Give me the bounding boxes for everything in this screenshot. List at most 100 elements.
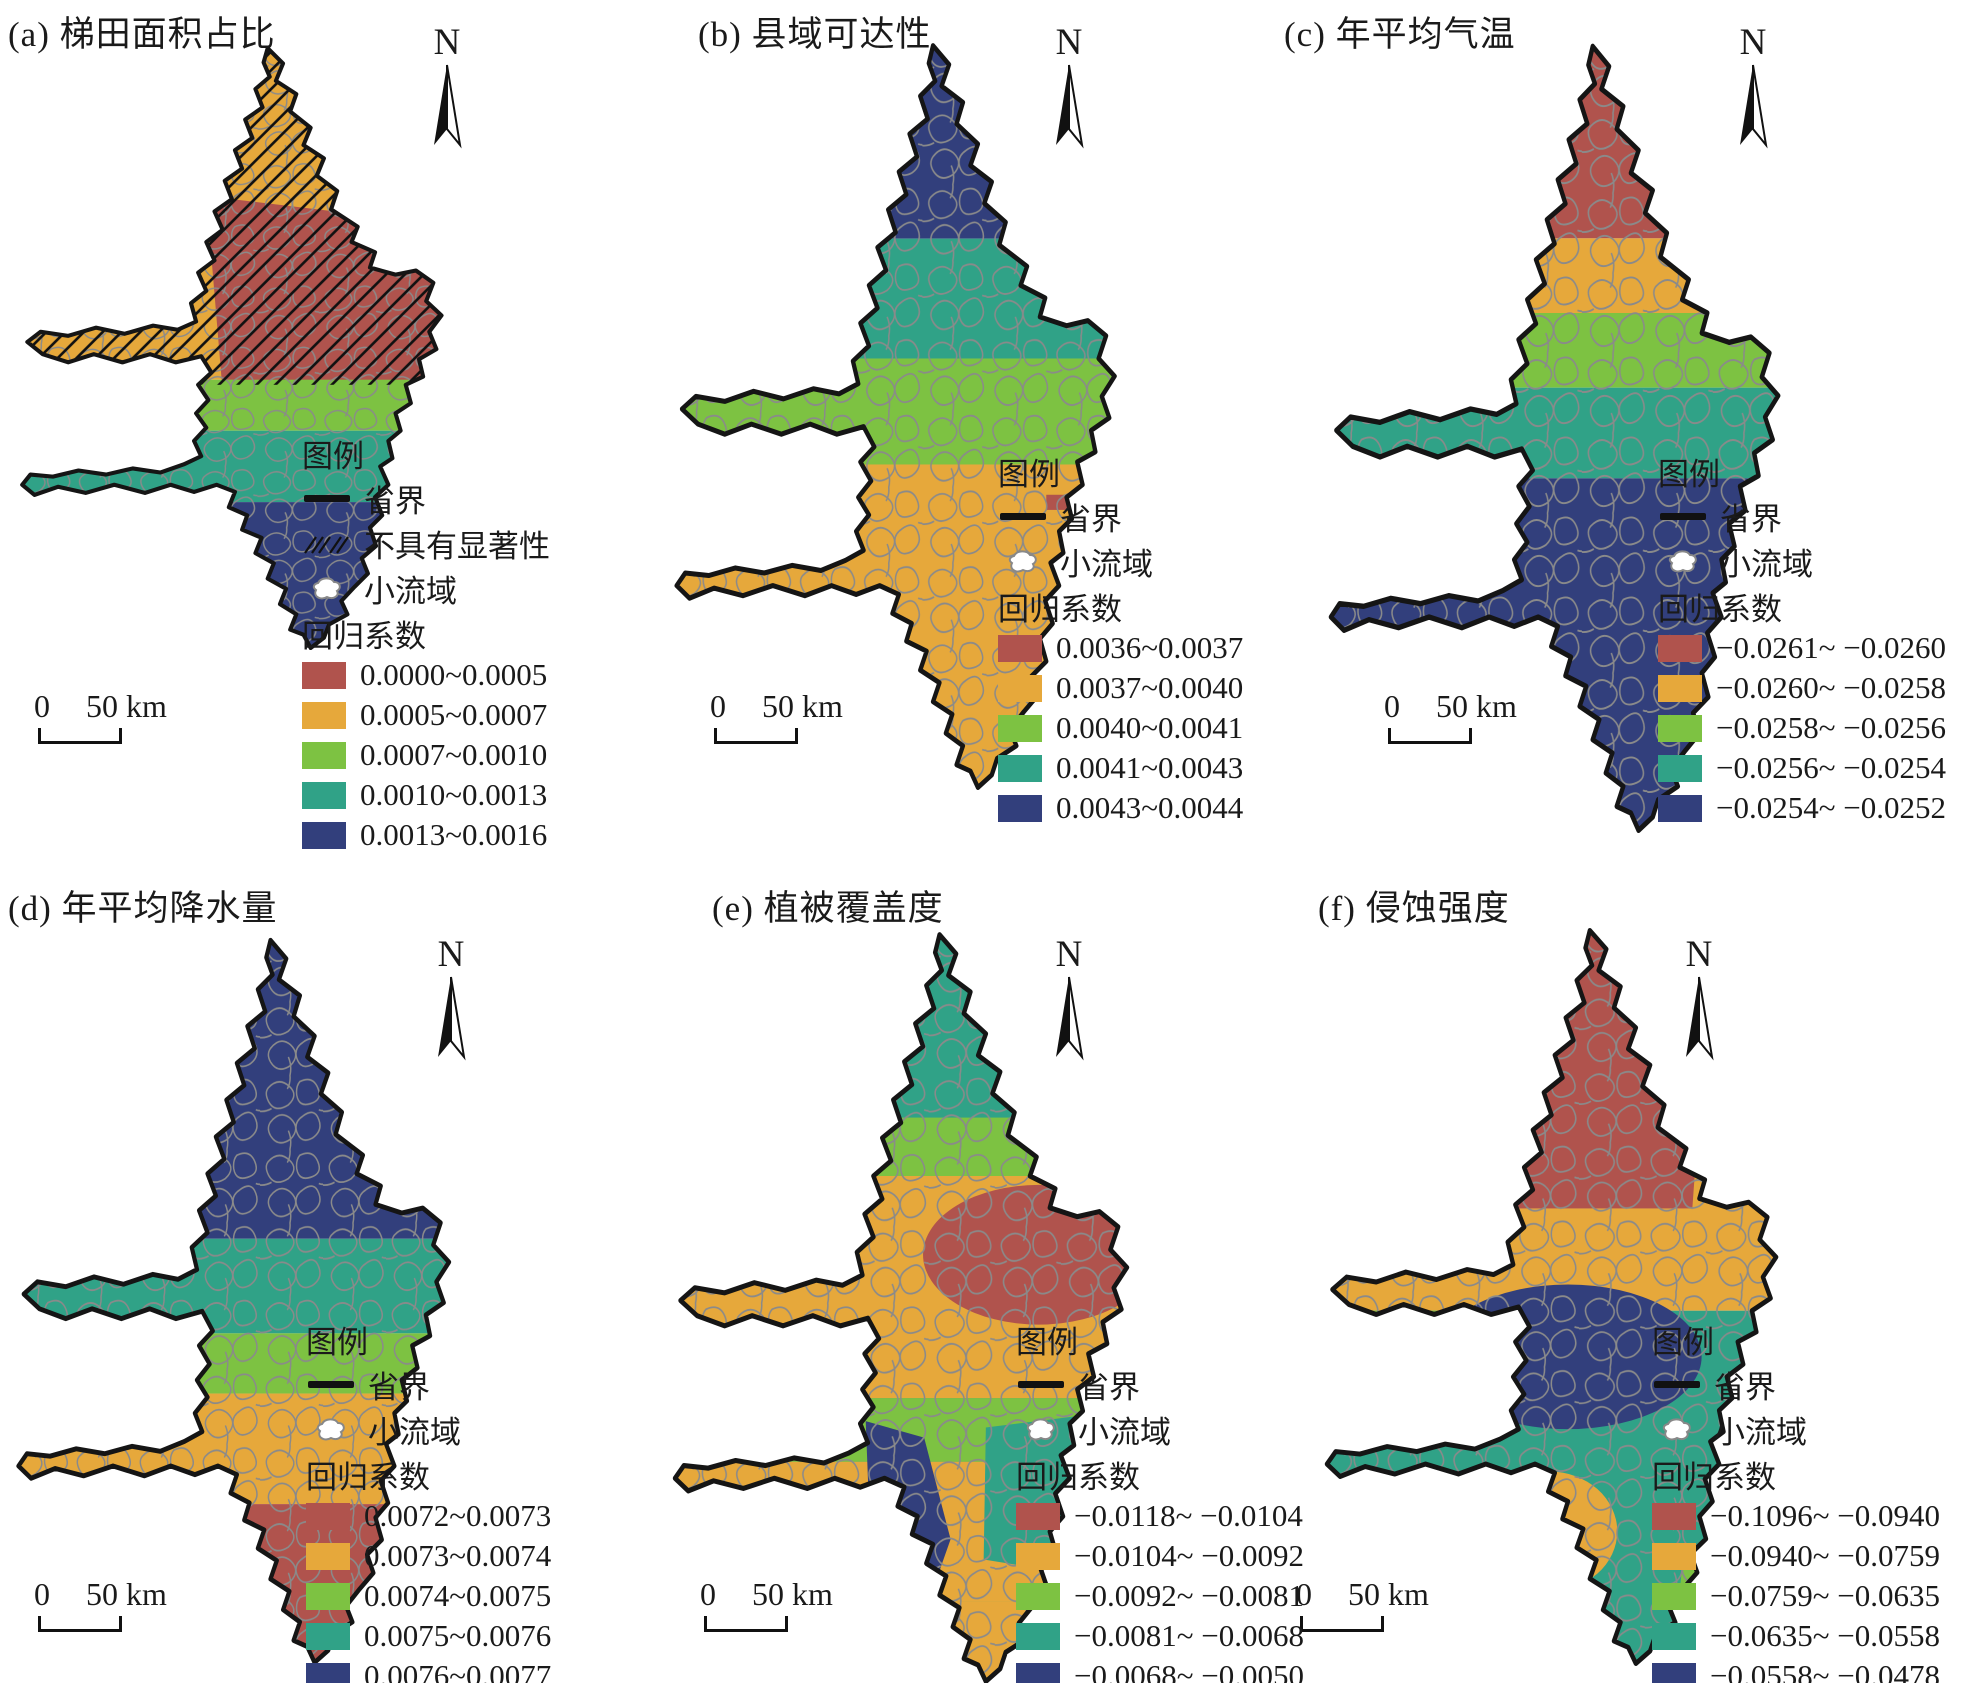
coef-label: 回归系数 — [1658, 591, 1782, 627]
north-label: N — [433, 22, 461, 63]
legend-class-row: 0.0073~0.0074 — [306, 1536, 551, 1576]
scalebar-bracket — [1388, 728, 1472, 744]
north-arrow-icon — [1056, 976, 1084, 1061]
legend-boundary-row: 省界 — [1016, 1362, 1304, 1407]
class-range: 0.0043~0.0044 — [1056, 790, 1244, 825]
legend-title: 图例 — [998, 456, 1060, 492]
class-swatch — [302, 661, 346, 689]
scalebar-max: 50 km — [1436, 688, 1517, 724]
legend-class-row: 0.0010~0.0013 — [302, 775, 550, 815]
legend-title: 图例 — [306, 1324, 368, 1360]
legend-class-row: 0.0040~0.0041 — [998, 708, 1243, 748]
class-swatch — [1658, 754, 1702, 782]
legend-class-row: 0.0072~0.0073 — [306, 1496, 551, 1536]
legend-watershed-row: 小流域 — [306, 1407, 551, 1452]
legend-a: 图例 省界 不具有显著性 小流域 回归系数 0.0000~0.0005 0.00… — [302, 430, 550, 855]
legend-class-row: 0.0074~0.0075 — [306, 1576, 551, 1616]
class-swatch — [998, 754, 1042, 782]
class-swatch — [998, 674, 1042, 702]
legend-d: 图例 省界 小流域 回归系数 0.0072~0.0073 0.0073~0.00… — [306, 1316, 551, 1683]
north-arrow-icon — [1056, 64, 1084, 149]
legend-class-row: −0.0261~ −0.0260 — [1658, 628, 1946, 668]
scalebar-bracket — [1300, 1616, 1384, 1632]
watershed-label: 小流域 — [364, 574, 457, 609]
north-label: N — [437, 934, 465, 975]
legend-class-row: −0.0256~ −0.0254 — [1658, 748, 1946, 788]
legend-class-row: −0.0558~ −0.0478 — [1652, 1656, 1940, 1683]
class-range: −0.0261~ −0.0260 — [1716, 630, 1946, 665]
legend-title: 图例 — [1658, 456, 1720, 492]
class-range: 0.0073~0.0074 — [364, 1538, 552, 1573]
panel-a-title: (a) 梯田面积占比 — [8, 15, 276, 54]
coef-label: 回归系数 — [1016, 1459, 1140, 1495]
class-range: −0.0759~ −0.0635 — [1710, 1578, 1940, 1613]
class-swatch — [1016, 1582, 1060, 1610]
legend-e: 图例 省界 小流域 回归系数 −0.0118~ −0.0104 −0.0104~… — [1016, 1316, 1304, 1683]
class-swatch — [306, 1502, 350, 1530]
north-label: N — [1055, 22, 1083, 63]
class-range: 0.0007~0.0010 — [360, 737, 548, 772]
scalebar-max: 50 km — [752, 1576, 833, 1612]
province-border-icon — [998, 512, 1048, 521]
class-range: −0.0635~ −0.0558 — [1710, 1618, 1940, 1653]
class-swatch — [1652, 1582, 1696, 1610]
legend-nonsig-row: 不具有显著性 — [302, 521, 550, 566]
scalebar-zero: 0 — [34, 1576, 50, 1612]
class-range: −0.0260~ −0.0258 — [1716, 670, 1946, 705]
scalebar-bracket — [38, 1616, 122, 1632]
legend-class-row: −0.0258~ −0.0256 — [1658, 708, 1946, 748]
scalebar-zero: 0 — [1384, 688, 1400, 724]
watershed-icon — [998, 547, 1048, 577]
scalebar-max: 50 km — [86, 1576, 167, 1612]
hatch-icon — [302, 531, 352, 557]
class-range: −0.0256~ −0.0254 — [1716, 750, 1946, 785]
legend-class-row: 0.0041~0.0043 — [998, 748, 1243, 788]
class-swatch — [1016, 1622, 1060, 1650]
boundary-label: 省界 — [1060, 502, 1122, 537]
legend-class-row: 0.0043~0.0044 — [998, 788, 1243, 828]
north-label: N — [1685, 934, 1713, 975]
watershed-icon — [302, 574, 352, 604]
class-range: 0.0005~0.0007 — [360, 697, 548, 732]
map-d — [8, 928, 470, 1665]
watershed-icon — [306, 1415, 356, 1445]
panel-f-title: (f) 侵蚀强度 — [1318, 889, 1510, 928]
north-arrow-d: N — [428, 936, 474, 1066]
legend-class-row: 0.0000~0.0005 — [302, 655, 550, 695]
coef-label: 回归系数 — [302, 618, 426, 654]
scalebar-a: 0 50 km — [28, 688, 167, 744]
class-range: 0.0076~0.0077 — [364, 1658, 552, 1683]
class-swatch — [306, 1662, 350, 1683]
class-swatch — [1652, 1622, 1696, 1650]
province-border-icon — [1658, 512, 1708, 521]
class-range: −0.0558~ −0.0478 — [1710, 1658, 1940, 1683]
watershed-label: 小流域 — [1720, 547, 1813, 582]
province-border-icon — [1016, 1380, 1066, 1389]
class-swatch — [1652, 1502, 1696, 1530]
class-swatch — [1652, 1662, 1696, 1683]
watershed-label: 小流域 — [1714, 1415, 1807, 1450]
class-range: −0.0092~ −0.0081 — [1074, 1578, 1304, 1613]
map-f — [1316, 918, 1798, 1666]
class-range: −0.0940~ −0.0759 — [1710, 1538, 1940, 1573]
panel-e-title: (e) 植被覆盖度 — [712, 889, 944, 928]
legend-b: 图例 省界 小流域 回归系数 0.0036~0.0037 0.0037~0.00… — [998, 448, 1243, 828]
legend-boundary-row: 省界 — [306, 1362, 551, 1407]
class-range: −0.0081~ −0.0068 — [1074, 1618, 1304, 1653]
watershed-icon — [1658, 547, 1708, 577]
north-label: N — [1055, 934, 1083, 975]
class-swatch — [1016, 1502, 1060, 1530]
scalebar-zero: 0 — [34, 688, 50, 724]
legend-class-row: 0.0036~0.0037 — [998, 628, 1243, 668]
scalebar-max: 50 km — [1348, 1576, 1429, 1612]
legend-title: 图例 — [1652, 1324, 1714, 1360]
north-label: N — [1739, 22, 1767, 63]
class-range: −0.1096~ −0.0940 — [1710, 1498, 1940, 1533]
class-swatch — [302, 701, 346, 729]
coef-label: 回归系数 — [1652, 1459, 1776, 1495]
class-swatch — [302, 821, 346, 849]
map-b — [666, 33, 1136, 790]
boundary-label: 省界 — [1078, 1370, 1140, 1405]
scalebar-d: 0 50 km — [28, 1576, 167, 1632]
